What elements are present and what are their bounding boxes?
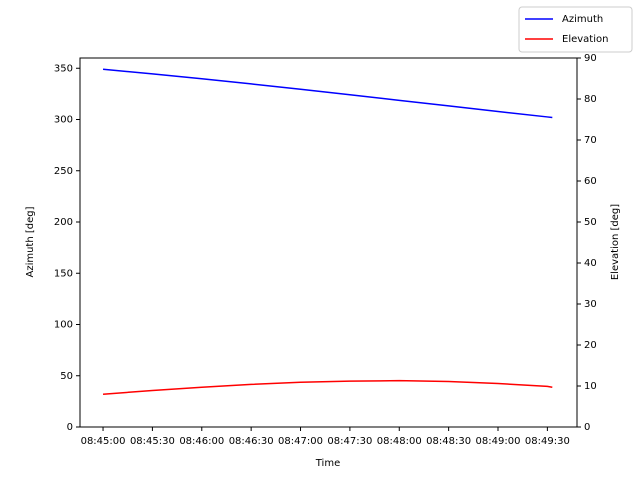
y2-tick-label: 60: [584, 176, 597, 187]
y2-tick-label: 0: [584, 422, 590, 433]
y2-tick-label: 40: [584, 258, 597, 269]
y2-tick-label: 70: [584, 135, 597, 146]
x-tick-label: 08:48:30: [426, 436, 471, 447]
y-axis-label: Azimuth [deg]: [25, 206, 36, 277]
y2-tick-label: 10: [584, 381, 597, 392]
y2-tick-label: 80: [584, 94, 597, 105]
y-tick-label: 300: [54, 115, 73, 126]
y-tick-label: 150: [54, 268, 73, 279]
y2-tick-label: 50: [584, 217, 597, 228]
line: [102, 68, 553, 119]
x-tick-label: 08:46:00: [179, 436, 224, 447]
x-tick-label: 08:45:30: [130, 436, 175, 447]
x-tick-label: 08:48:00: [377, 436, 422, 447]
x-tick-label: 08:47:30: [327, 436, 372, 447]
x-tick-label: 08:47:00: [278, 436, 323, 447]
x-tick-label: 08:49:30: [525, 436, 570, 447]
x-tick-label: 08:45:00: [81, 436, 126, 447]
legend-label: Elevation: [562, 34, 608, 45]
line: [102, 379, 553, 395]
y-tick-label: 250: [54, 166, 73, 177]
y-tick-label: 350: [54, 63, 73, 74]
x-tick-label: 08:49:00: [476, 436, 521, 447]
y2-tick-label: 90: [584, 53, 597, 64]
y-tick-label: 200: [54, 217, 73, 228]
y-tick-label: 50: [60, 371, 73, 382]
x-axis-label: Time: [315, 458, 340, 469]
y-tick-label: 100: [54, 320, 73, 331]
y2-axis-label: Elevation [deg]: [610, 204, 621, 280]
y2-tick-label: 30: [584, 299, 597, 310]
y-tick-label: 0: [67, 422, 73, 433]
x-tick-label: 08:46:30: [229, 436, 274, 447]
legend-label: Azimuth: [562, 14, 603, 25]
plot-area: [79, 57, 578, 428]
y2-tick-label: 20: [584, 340, 597, 351]
